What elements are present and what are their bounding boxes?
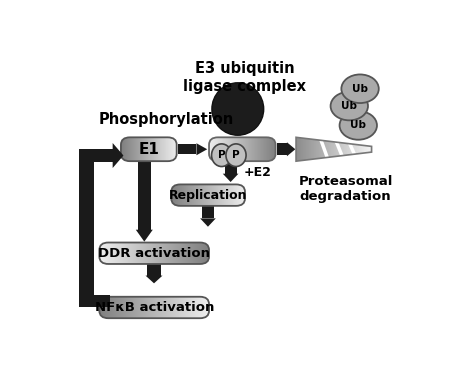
Text: Replication: Replication <box>169 188 247 202</box>
Text: E1: E1 <box>138 142 159 157</box>
Text: P: P <box>232 150 239 160</box>
Polygon shape <box>113 143 123 168</box>
Text: Ub: Ub <box>351 84 367 94</box>
Polygon shape <box>138 161 150 230</box>
Ellipse shape <box>211 144 231 166</box>
Polygon shape <box>196 143 207 155</box>
Text: P: P <box>217 150 225 160</box>
Polygon shape <box>200 218 215 227</box>
Ellipse shape <box>339 111 376 140</box>
Polygon shape <box>79 149 94 308</box>
Text: DDR activation: DDR activation <box>98 247 210 260</box>
Text: E3 ubiquitin
ligase complex: E3 ubiquitin ligase complex <box>183 61 306 94</box>
Polygon shape <box>145 276 162 283</box>
Text: Proteasomal
degradation: Proteasomal degradation <box>298 175 392 203</box>
Text: +E2: +E2 <box>243 166 270 179</box>
Ellipse shape <box>330 92 367 120</box>
Ellipse shape <box>225 144 245 166</box>
Text: Ub: Ub <box>341 101 357 111</box>
Polygon shape <box>222 174 238 182</box>
Text: NFκB activation: NFκB activation <box>94 301 213 314</box>
Polygon shape <box>224 161 236 174</box>
Polygon shape <box>201 206 213 218</box>
Polygon shape <box>177 144 196 154</box>
Ellipse shape <box>341 74 378 103</box>
Text: Phosphorylation: Phosphorylation <box>98 112 233 127</box>
Polygon shape <box>136 230 152 241</box>
Polygon shape <box>286 142 295 156</box>
Polygon shape <box>276 144 286 155</box>
Polygon shape <box>94 295 110 308</box>
Polygon shape <box>94 149 113 162</box>
Polygon shape <box>147 264 160 276</box>
Ellipse shape <box>212 83 263 135</box>
Text: Ub: Ub <box>350 120 365 130</box>
